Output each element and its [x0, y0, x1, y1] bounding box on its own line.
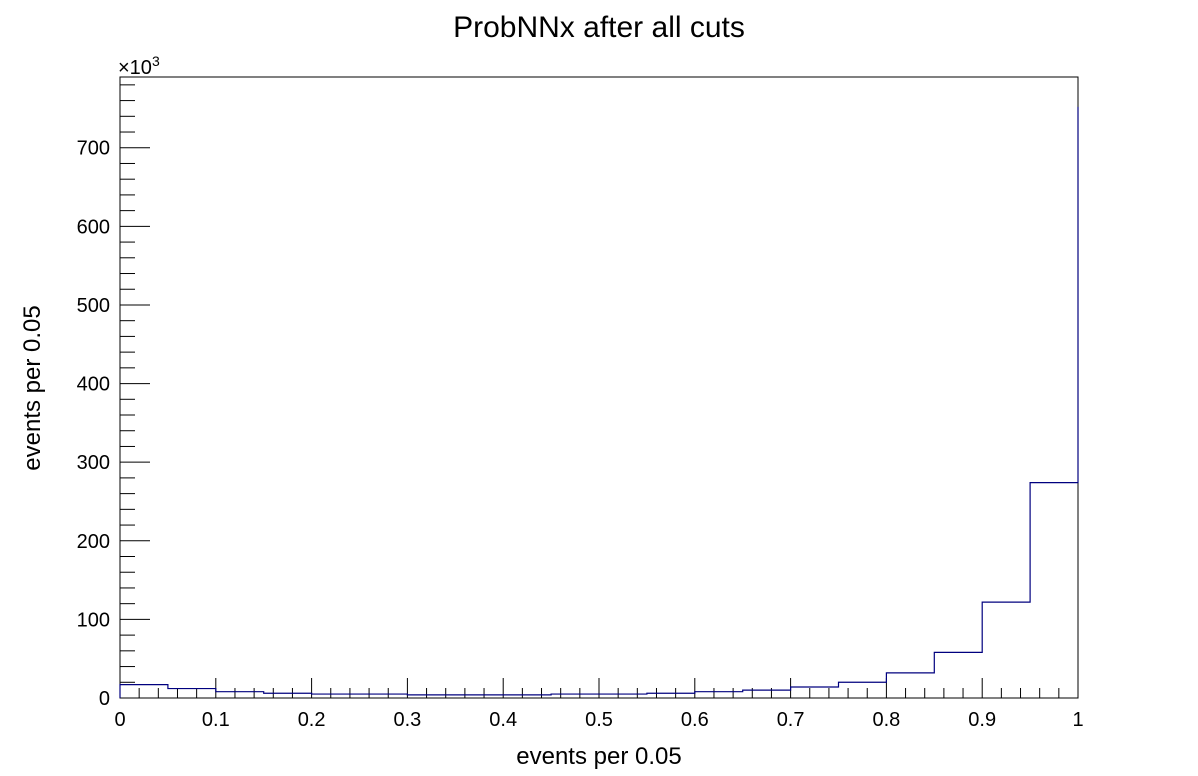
y-axis-ticks	[120, 84, 150, 699]
x-tick-label: 0.6	[681, 709, 709, 731]
y-tick-label: 300	[77, 452, 110, 474]
x-tick-label: 0.9	[968, 709, 996, 731]
x-tick-label: 1	[1072, 709, 1083, 731]
y-exponent-base: ×10	[118, 57, 152, 79]
y-axis-tick-labels: 0 100 200 300 400 500 600 700	[77, 138, 110, 710]
y-tick-label: 200	[77, 531, 110, 553]
x-tick-label: 0.3	[393, 709, 421, 731]
y-tick-label: 400	[77, 374, 110, 396]
x-axis-title: events per 0.05	[516, 743, 681, 770]
chart-title: ProbNNx after all cuts	[453, 11, 745, 44]
y-tick-label: 100	[77, 609, 110, 631]
x-tick-label: 0	[114, 709, 125, 731]
y-tick-label: 500	[77, 295, 110, 317]
x-tick-label: 0.8	[872, 709, 900, 731]
y-tick-label: 0	[99, 688, 110, 710]
y-exponent-power: 3	[152, 53, 160, 69]
histogram-series	[119, 106, 1079, 698]
x-tick-label: 0.1	[202, 709, 230, 731]
x-tick-label: 0.4	[489, 709, 517, 731]
x-axis-tick-labels: 0 0.1 0.2 0.3 0.4 0.5 0.6 0.7 0.8 0.9 1	[114, 709, 1083, 731]
x-tick-label: 0.5	[585, 709, 613, 731]
y-exponent-label: ×103	[118, 53, 160, 79]
plot-frame	[119, 76, 1079, 699]
x-tick-label: 0.7	[777, 709, 805, 731]
y-tick-label: 700	[77, 138, 110, 160]
y-tick-label: 600	[77, 216, 110, 238]
x-tick-label: 0.2	[298, 709, 326, 731]
y-axis-title: events per 0.05	[19, 305, 46, 470]
x-axis-ticks	[119, 678, 1079, 698]
